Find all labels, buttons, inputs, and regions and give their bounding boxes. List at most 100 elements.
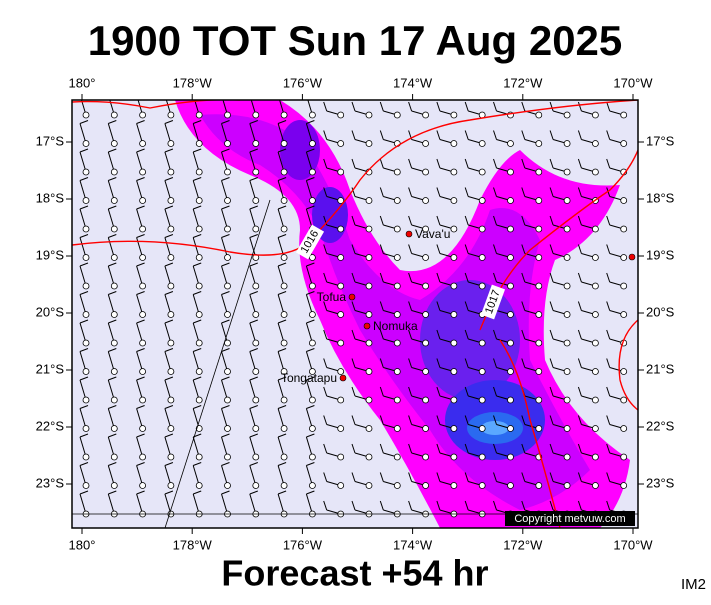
- barb-station: [592, 140, 599, 147]
- barb-station: [507, 368, 514, 375]
- barb-flag: [136, 462, 145, 466]
- barb-flag: [136, 234, 145, 238]
- barb-flag: [278, 92, 286, 95]
- barb-flag: [108, 376, 117, 381]
- barb-staff: [192, 208, 200, 230]
- barb-station: [82, 254, 90, 261]
- barb-flag: [306, 376, 315, 381]
- barb-station: [450, 225, 458, 233]
- barb-staff: [249, 265, 257, 287]
- barb-station: [393, 254, 401, 261]
- barb-staff: [137, 100, 144, 116]
- barb-flag: [277, 376, 287, 381]
- barb-flag: [464, 358, 469, 368]
- copyright: Copyright metvuw.com: [514, 513, 625, 525]
- barb-station: [393, 425, 401, 432]
- barb-staff: [107, 379, 115, 401]
- barb-flag: [351, 301, 356, 311]
- barb-flag: [221, 490, 230, 495]
- barb-flag: [306, 262, 315, 267]
- barb-station: [365, 225, 373, 233]
- barb-flag: [379, 244, 384, 254]
- barb-staff: [279, 100, 285, 116]
- barb-station: [535, 339, 543, 347]
- barb-flag: [436, 443, 441, 454]
- barb-staff: [79, 208, 87, 230]
- barb-flag: [493, 358, 497, 368]
- barb-flag: [493, 158, 497, 169]
- longitude-label: 180°: [69, 537, 96, 552]
- barb-flag: [351, 215, 356, 226]
- barb-station: [535, 282, 543, 290]
- barb-flag: [221, 177, 230, 181]
- barb-flag: [464, 187, 469, 197]
- barb-flag: [79, 262, 89, 267]
- barb-flag: [351, 158, 356, 169]
- barb-flag: [379, 130, 384, 140]
- barb-flag: [577, 472, 582, 482]
- barb-station: [224, 339, 231, 347]
- barb-staff: [277, 294, 285, 315]
- barb-flag: [549, 187, 554, 197]
- barb-flag: [193, 148, 202, 153]
- barb-station: [563, 396, 571, 404]
- barb-flag: [323, 386, 328, 397]
- barb-station: [478, 197, 486, 204]
- barb-flag: [379, 358, 384, 368]
- barb-staff: [79, 265, 87, 287]
- barb-flag: [108, 433, 117, 438]
- barb-flag: [408, 443, 413, 454]
- barb-flag: [549, 500, 554, 511]
- copyright-box: [505, 511, 635, 526]
- barb-flag: [606, 386, 611, 397]
- barb-staff: [277, 493, 285, 515]
- isobar-line: [72, 100, 638, 256]
- barb-flag: [408, 472, 413, 482]
- latitude-label: 19°S: [646, 247, 675, 262]
- barb-flag: [436, 272, 441, 283]
- latitude-label: 20°S: [36, 304, 65, 319]
- barb-flag: [249, 348, 258, 352]
- barb-flag: [408, 301, 413, 311]
- barb-staff: [277, 379, 285, 401]
- barb-station: [252, 282, 260, 290]
- barb-staff: [192, 493, 200, 515]
- barb-station: [337, 453, 345, 461]
- barb-flag: [436, 472, 441, 482]
- barb-staff: [305, 265, 313, 287]
- barb-station: [393, 339, 401, 347]
- barb-station: [308, 168, 316, 176]
- barb-station: [337, 197, 345, 204]
- barb-station: [139, 254, 147, 261]
- barb-station: [507, 425, 514, 432]
- barb-station: [563, 111, 571, 119]
- barb-flag: [249, 291, 258, 295]
- barb-staff: [80, 100, 87, 116]
- barb-station: [535, 225, 543, 233]
- barb-flag: [464, 472, 469, 482]
- barb-station: [139, 225, 147, 233]
- barb-flag: [521, 272, 526, 283]
- barb-station: [507, 168, 514, 176]
- barb-station: [592, 225, 599, 233]
- barb-station: [308, 197, 316, 204]
- barb-flag: [464, 158, 469, 169]
- barb-staff: [249, 237, 257, 258]
- places: Vava'u Tofua Nomuka Tongatapu: [281, 227, 636, 385]
- barb-flag: [408, 272, 413, 283]
- barb-station: [592, 111, 599, 119]
- barb-flag: [79, 376, 89, 381]
- barb-staff: [107, 265, 115, 287]
- barb-station: [252, 140, 260, 147]
- barb-flag: [408, 244, 413, 254]
- barb-flag: [79, 348, 89, 352]
- barb-station: [167, 254, 175, 261]
- barb-station: [563, 225, 571, 233]
- barb-station: [337, 254, 345, 261]
- barb-staff: [221, 123, 228, 144]
- barb-staff: [164, 294, 172, 315]
- barb-staff: [164, 408, 172, 429]
- barb-station: [308, 368, 316, 375]
- barb-flag: [136, 148, 145, 153]
- barb-flag: [606, 272, 611, 283]
